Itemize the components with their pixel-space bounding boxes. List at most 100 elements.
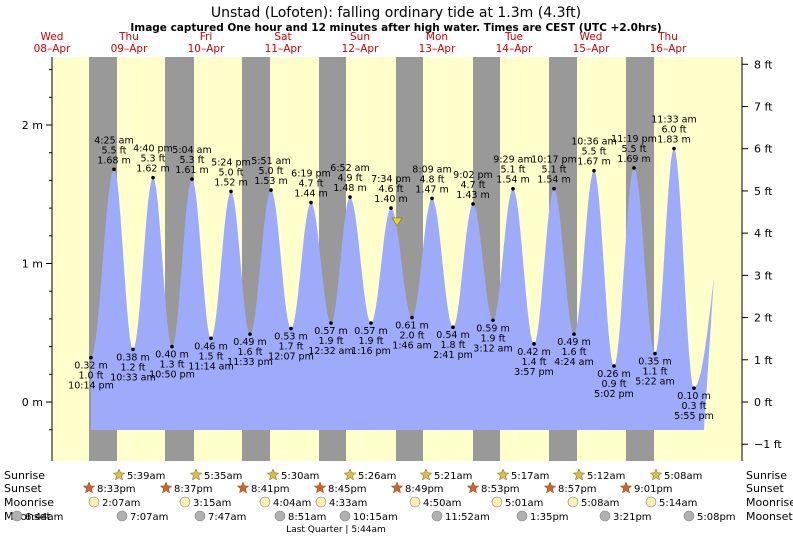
moonrise-icon — [645, 496, 657, 508]
high-metres: 1.52 m — [214, 177, 247, 188]
sunrise-icon — [189, 468, 203, 481]
moonrise-time: 3:15am — [193, 498, 231, 509]
moonset-time: 6:44am — [25, 512, 63, 523]
high-metres: 1.44 m — [294, 189, 327, 200]
sunset-time: 8:37pm — [174, 484, 213, 495]
high-metres: 1.54 m — [496, 175, 529, 186]
moonset-icon — [274, 510, 286, 522]
tide-high-point — [389, 206, 393, 210]
left-tick-label: 1 m — [22, 258, 43, 271]
moonset-icon — [194, 510, 206, 522]
sunrise-icon — [496, 468, 510, 481]
sunrise-time: 5:30am — [281, 471, 319, 482]
tide-low-point — [572, 332, 576, 336]
low-time: 5:02 pm — [594, 389, 634, 400]
high-time: 5:51 am — [251, 156, 290, 167]
moonset-icon — [683, 510, 695, 522]
tide-high-point — [112, 167, 116, 172]
tide-high-point — [430, 196, 434, 201]
tide-low-point — [209, 336, 213, 341]
high-feet: 5.3 ft — [140, 154, 165, 165]
low-feet: 1.6 ft — [237, 347, 262, 358]
day-date: 08–Apr — [34, 43, 71, 55]
tide-low-point — [289, 326, 293, 331]
low-time: 12:32 am — [308, 346, 353, 357]
low-metres: 0.54 m — [436, 330, 469, 341]
high-metres: 1.53 m — [254, 176, 287, 187]
high-feet: 5.5 ft — [621, 144, 646, 155]
sunrise-time: 5:08am — [664, 471, 702, 482]
low-feet: 1.8 ft — [440, 340, 465, 351]
low-feet: 0.9 ft — [601, 379, 626, 390]
tide-low-point — [692, 386, 696, 390]
moonrise-time: 2:07am — [102, 498, 140, 509]
moon-phase-label: Last Quarter | 5:44am — [286, 525, 386, 535]
right-tick-label: −1 ft — [754, 438, 782, 451]
high-metres: 1.69 m — [617, 154, 650, 165]
moonrise-icon — [88, 496, 100, 508]
tide-low-point — [89, 355, 93, 360]
tide-low-point — [451, 325, 455, 330]
high-feet: 5.5 ft — [581, 147, 606, 158]
sunrise-time: 5:26am — [358, 471, 396, 482]
sunrise-icon — [343, 468, 357, 481]
sunrise-icon — [112, 468, 126, 481]
tide-high-point — [348, 195, 352, 199]
astro-rows: Sunrise Sunrise 5:39am 5:35am 5:30am 5:26am 5:… — [4, 468, 793, 523]
tide-high-point — [190, 177, 194, 181]
sunset-icon — [543, 481, 557, 494]
day-date: 11–Apr — [265, 43, 302, 55]
moonrise-row-label: Moonrise — [4, 496, 54, 509]
moonset-icon — [339, 510, 351, 522]
moonset-icon — [599, 510, 611, 522]
tide-high-point — [552, 186, 556, 191]
day-name: Wed — [580, 31, 603, 43]
high-metres: 1.62 m — [136, 164, 169, 175]
moonset-time: 5:08pm — [697, 512, 736, 523]
low-time: 4:24 am — [554, 357, 593, 368]
sunset-icon — [236, 481, 250, 494]
moonset-icon — [116, 510, 128, 522]
right-tick-label: 7 ft — [754, 100, 773, 113]
sunrise-time: 5:39am — [127, 471, 165, 482]
tide-high-point — [309, 200, 313, 205]
tide-high-point — [471, 202, 475, 206]
tide-low-point — [248, 332, 252, 336]
day-name: Wed — [41, 31, 64, 43]
low-feet: 1.1 ft — [642, 367, 667, 378]
tide-low-point — [329, 321, 333, 325]
tide-high-point — [632, 166, 636, 170]
low-feet: 0.3 ft — [681, 401, 706, 412]
high-feet: 4.8 ft — [419, 174, 444, 185]
high-time: 4:25 am — [94, 135, 133, 146]
sunrise-row-label: Sunrise — [4, 469, 45, 482]
low-time: 5:22 am — [635, 377, 674, 388]
sunrise-time: 5:17am — [511, 471, 549, 482]
tide-high-point — [511, 186, 515, 191]
sunrise-time: 5:35am — [204, 471, 242, 482]
low-feet: 1.7 ft — [278, 342, 303, 353]
day-name: Sat — [274, 31, 291, 43]
tide-high-point — [229, 189, 233, 194]
sunset-time: 8:53pm — [481, 484, 520, 495]
moonset-time: 10:15am — [353, 512, 398, 523]
sunset-time: 8:33pm — [97, 484, 136, 495]
moonrise-icon — [259, 496, 271, 508]
high-time: 9:02 pm — [453, 170, 493, 181]
low-feet: 1.6 ft — [561, 347, 586, 358]
moonrise-time: 5:08am — [581, 498, 619, 509]
high-time: 8:09 am — [412, 164, 451, 175]
chart-title: Unstad (Lofoten): falling ordinary tide … — [211, 5, 581, 21]
low-metres: 0.40 m — [155, 350, 188, 361]
sunset-time: 8:41pm — [251, 484, 290, 495]
low-metres: 0.59 m — [476, 323, 509, 334]
high-time: 11:33 am — [651, 115, 696, 126]
low-metres: 0.49 m — [557, 337, 590, 348]
day-date: 13–Apr — [419, 43, 456, 55]
high-metres: 1.40 m — [374, 194, 407, 205]
sunset-icon — [390, 481, 404, 494]
high-feet: 5.5 ft — [101, 145, 126, 156]
right-tick-label: 3 ft — [754, 269, 773, 282]
